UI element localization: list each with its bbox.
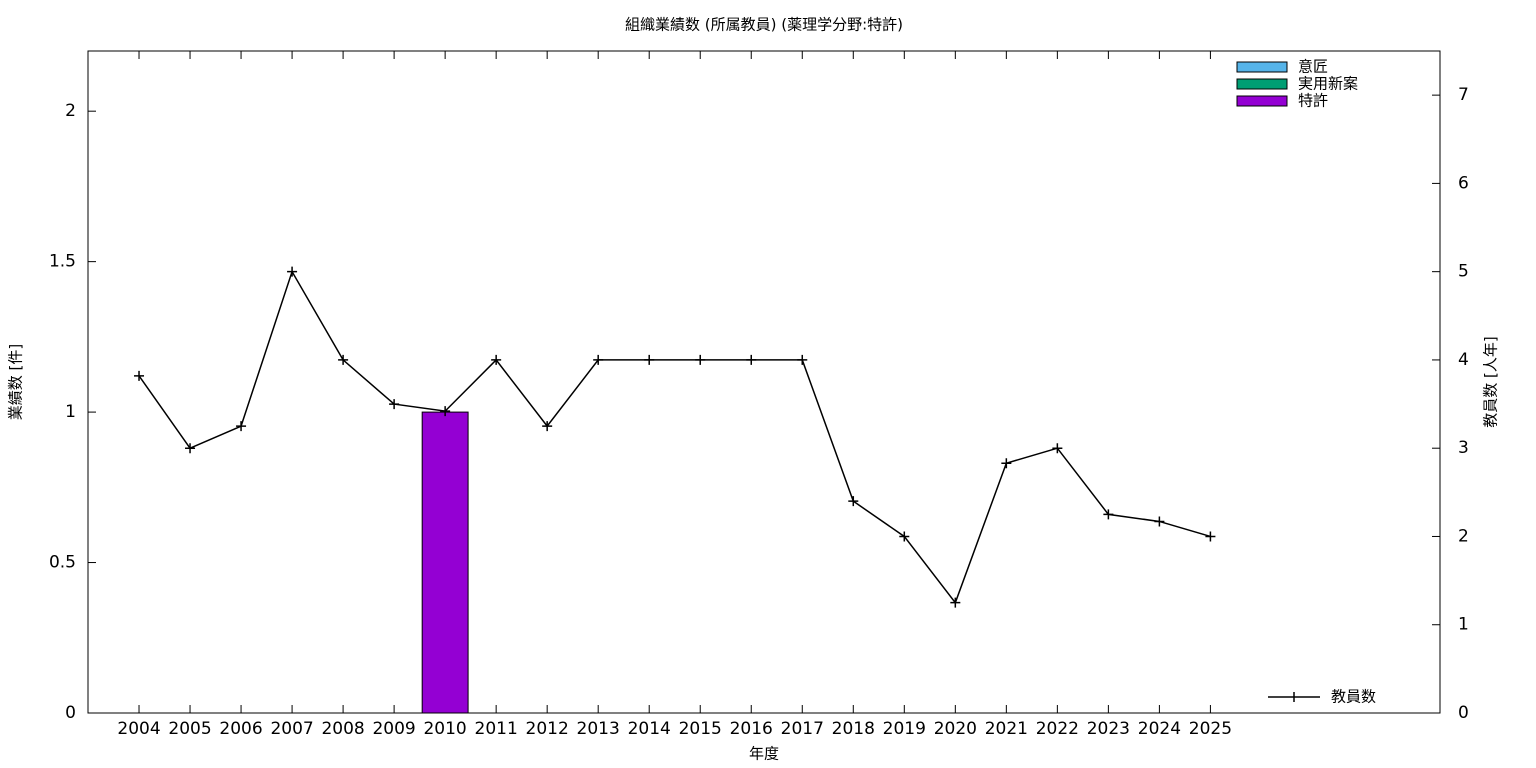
line-series xyxy=(138,269,1211,605)
x-tick-label: 2009 xyxy=(372,719,415,739)
legend-swatch xyxy=(1236,78,1288,90)
chart-title: 組織業績数 (所属教員) (薬理学分野:特許) xyxy=(625,16,903,34)
x-tick-label: 2005 xyxy=(168,719,211,739)
y2-tick-label: 2 xyxy=(1458,526,1469,546)
y-tick-label: 2 xyxy=(65,101,76,121)
x-tick-label: 2025 xyxy=(1189,719,1232,739)
point-marker xyxy=(899,531,910,542)
x-tick-label: 2007 xyxy=(270,719,313,739)
point-marker xyxy=(1052,443,1063,454)
y2-tick-label: 6 xyxy=(1458,173,1469,193)
y-tick-label: 0.5 xyxy=(49,553,76,573)
point-marker xyxy=(593,354,604,365)
x-tick-label: 2014 xyxy=(628,719,671,739)
point-marker xyxy=(338,354,349,365)
point-marker xyxy=(1205,531,1216,542)
x-tick-label: 2021 xyxy=(985,719,1028,739)
legend-label: 特許 xyxy=(1298,92,1328,110)
point-marker xyxy=(287,266,298,277)
x-tick-label: 2019 xyxy=(883,719,926,739)
x-axis-label: 年度 xyxy=(749,745,779,763)
point-marker xyxy=(950,597,961,608)
y2-tick-label: 1 xyxy=(1458,615,1469,635)
y-tick-label: 0 xyxy=(65,703,76,723)
x-tick-label: 2022 xyxy=(1036,719,1079,739)
bar xyxy=(421,411,469,714)
x-tick-label: 2015 xyxy=(679,719,722,739)
point-marker xyxy=(1001,458,1012,469)
point-marker xyxy=(185,443,196,454)
x-tick-label: 2006 xyxy=(219,719,262,739)
y-axis-label: 業績数 [件] xyxy=(7,344,25,420)
point-marker xyxy=(389,399,400,410)
point-marker xyxy=(797,354,808,365)
point-marker xyxy=(1154,516,1165,527)
y-tick-label: 1 xyxy=(65,402,76,422)
point-marker xyxy=(1103,509,1114,520)
y-tick-label: 1.5 xyxy=(49,252,76,272)
x-tick-label: 2011 xyxy=(475,719,518,739)
x-tick-label: 2012 xyxy=(526,719,569,739)
legend-label: 意匠 xyxy=(1298,58,1328,76)
point-marker xyxy=(848,496,859,507)
legend-line xyxy=(1268,692,1320,702)
x-tick-label: 2008 xyxy=(321,719,364,739)
point-marker xyxy=(134,370,145,381)
x-tick-label: 2020 xyxy=(934,719,977,739)
point-marker xyxy=(440,406,451,417)
x-tick-label: 2013 xyxy=(577,719,620,739)
legend-swatch xyxy=(1236,61,1288,73)
y2-tick-label: 5 xyxy=(1458,262,1469,282)
x-tick-label: 2024 xyxy=(1138,719,1181,739)
y2-tick-label: 3 xyxy=(1458,438,1469,458)
point-marker xyxy=(644,354,655,365)
x-tick-label: 2016 xyxy=(730,719,773,739)
x-tick-label: 2010 xyxy=(423,719,466,739)
point-marker xyxy=(695,354,706,365)
x-tick-label: 2017 xyxy=(781,719,824,739)
legend-swatch xyxy=(1236,95,1288,107)
legend-label: 実用新案 xyxy=(1298,75,1358,93)
x-tick-label: 2004 xyxy=(117,719,160,739)
legend-label: 教員数 xyxy=(1331,688,1376,706)
y2-tick-label: 4 xyxy=(1458,350,1469,370)
y2-tick-label: 0 xyxy=(1458,703,1469,723)
x-tick-label: 2018 xyxy=(832,719,875,739)
y2-tick-label: 7 xyxy=(1458,85,1469,105)
point-marker xyxy=(491,354,502,365)
y2-axis-label: 教員数 [人年] xyxy=(1482,336,1500,427)
plot-frame xyxy=(87,50,1441,714)
point-marker xyxy=(746,354,757,365)
point-marker xyxy=(542,421,553,432)
x-tick-label: 2023 xyxy=(1087,719,1130,739)
point-marker xyxy=(236,421,247,432)
